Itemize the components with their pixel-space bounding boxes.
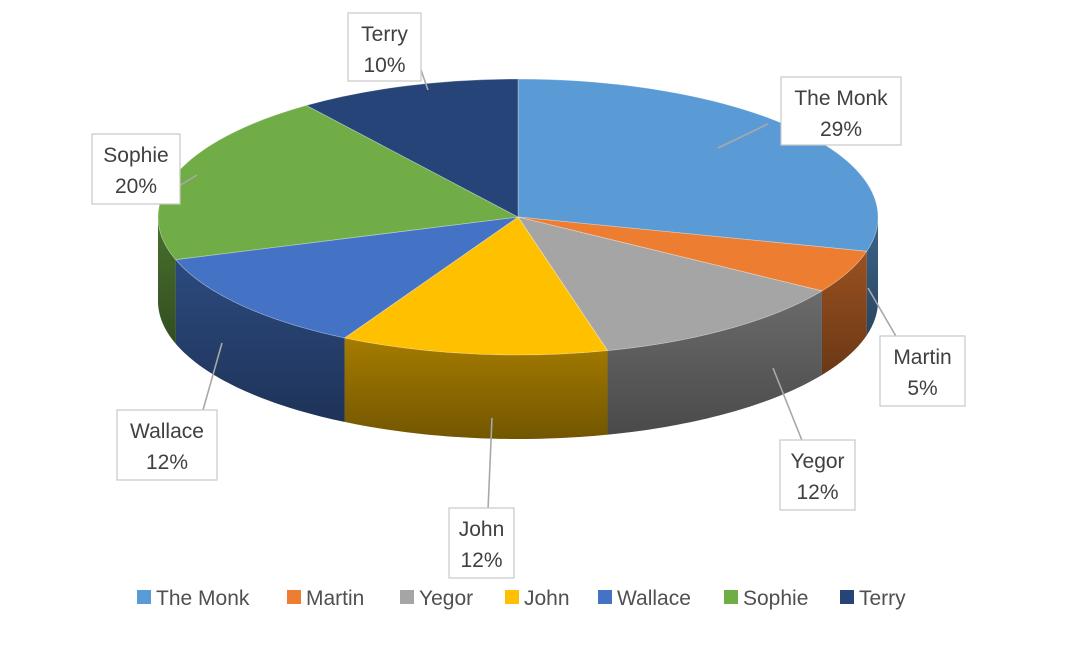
leader-line-martin: [867, 287, 898, 339]
legend-swatch-martin: [287, 590, 301, 604]
legend-swatch-sophie: [724, 590, 738, 604]
data-label-box-the-monk: [780, 76, 902, 146]
data-label-percent-yegor: 12%: [796, 481, 838, 504]
pie-slices: [157, 78, 879, 356]
data-label-name-yegor: Yegor: [790, 450, 844, 473]
data-label-box-martin: [879, 335, 966, 407]
legend-item-yegor[interactable]: Yegor: [400, 587, 473, 610]
pie-side-shade-the-monk: [866, 217, 878, 336]
pie-side-shade-martin: [821, 251, 867, 375]
data-label-percent-the-monk: 29%: [820, 118, 862, 141]
pie-side-walls: [158, 217, 878, 439]
legend-swatch-terry: [840, 590, 854, 604]
legend-label-the-monk: The Monk: [156, 587, 250, 610]
pie-slice-martin[interactable]: [517, 216, 868, 292]
leader-line-yegor: [772, 367, 804, 444]
data-label-box-terry: [347, 12, 422, 82]
legend-label-john: John: [524, 587, 570, 610]
leader-line-the-monk: [717, 123, 769, 149]
data-label-percent-martin: 5%: [907, 377, 937, 400]
data-labels: The Monk 29% Martin 5% Yegor 12% John 12% Wallac…: [91, 12, 966, 579]
pie-side-shade-wallace: [175, 259, 345, 422]
legend-label-terry: Terry: [859, 587, 906, 610]
legend: The Monk Martin Yegor John Wallace Sophie Terr…: [137, 587, 906, 610]
pie-slice-wallace[interactable]: [174, 216, 519, 339]
pie-slice-john[interactable]: [343, 216, 609, 356]
legend-label-yegor: Yegor: [419, 587, 473, 610]
pie-side-shade-yegor: [607, 290, 822, 435]
data-label-percent-wallace: 12%: [146, 451, 188, 474]
leader-line-terry: [420, 69, 429, 91]
legend-label-martin: Martin: [306, 587, 364, 610]
legend-label-sophie: Sophie: [743, 587, 808, 610]
legend-swatch-yegor: [400, 590, 414, 604]
data-label-box-wallace: [116, 409, 218, 481]
legend-swatch-john: [505, 590, 519, 604]
data-label-name-sophie: Sophie: [103, 144, 168, 167]
data-label-name-martin: Martin: [893, 346, 951, 369]
legend-item-john[interactable]: John: [505, 587, 570, 610]
legend-item-the-monk[interactable]: The Monk: [137, 587, 250, 610]
legend-swatch-wallace: [598, 590, 612, 604]
leader-line-sophie: [178, 174, 198, 187]
data-label-box-yegor: [779, 439, 856, 511]
pie-slice-yegor[interactable]: [517, 216, 823, 352]
data-label-percent-sophie: 20%: [115, 175, 157, 198]
leader-line-wallace: [202, 342, 223, 411]
data-label-percent-john: 12%: [460, 549, 502, 572]
legend-item-terry[interactable]: Terry: [840, 587, 906, 610]
legend-item-sophie[interactable]: Sophie: [724, 587, 808, 610]
data-label-name-the-monk: The Monk: [794, 87, 888, 110]
leader-line-john: [487, 417, 493, 511]
legend-swatch-the-monk: [137, 590, 151, 604]
pie-side-shade-sophie: [158, 217, 176, 344]
legend-label-wallace: Wallace: [617, 587, 691, 610]
pie-slice-terry[interactable]: [305, 78, 519, 218]
data-label-box-sophie: [91, 133, 181, 205]
legend-item-wallace[interactable]: Wallace: [598, 587, 691, 610]
data-label-box-john: [448, 507, 515, 579]
data-label-name-terry: Terry: [361, 23, 408, 46]
data-label-name-john: John: [459, 518, 505, 541]
pie-side-shade-john: [344, 337, 608, 439]
data-label-name-wallace: Wallace: [130, 420, 204, 443]
data-label-percent-terry: 10%: [363, 54, 405, 77]
legend-item-martin[interactable]: Martin: [287, 587, 364, 610]
